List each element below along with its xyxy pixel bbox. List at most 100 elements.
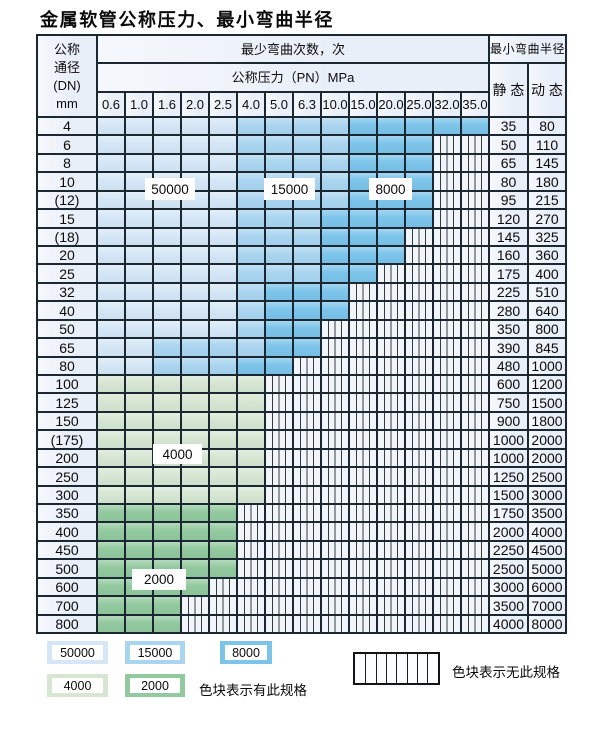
no-spec-cell	[462, 616, 488, 632]
spec-cell	[238, 450, 264, 466]
dynamic-value: 4000	[529, 523, 565, 540]
spec-cell	[126, 229, 152, 245]
dn-value: 125	[38, 394, 96, 411]
no-spec-cell	[406, 468, 432, 485]
dynamic-value: 1800	[529, 413, 565, 429]
static-value: 50	[490, 136, 527, 153]
spec-cell	[322, 173, 348, 190]
no-spec-cell	[266, 450, 292, 466]
dn-value: 4	[38, 118, 96, 134]
spec-cell	[182, 413, 208, 429]
spec-cell	[294, 321, 320, 337]
spec-cell	[350, 210, 376, 227]
no-spec-cell	[406, 523, 432, 540]
dynamic-value: 6000	[529, 579, 565, 595]
dn-value: 65	[38, 339, 96, 356]
spec-cell	[294, 210, 320, 227]
pressure-col-header: 25.0	[406, 93, 432, 116]
spec-cell	[98, 247, 124, 263]
no-spec-cell	[378, 302, 404, 319]
spec-cell	[322, 210, 348, 227]
no-spec-cell	[434, 505, 460, 521]
spec-cell	[294, 247, 320, 263]
pressure-col-header: 5.0	[266, 93, 292, 116]
no-spec-cell	[266, 560, 292, 577]
spec-cell	[406, 118, 432, 134]
spec-cell	[182, 376, 208, 392]
spec-cell	[182, 229, 208, 245]
static-value: 1000	[490, 450, 527, 466]
spec-cell	[98, 136, 124, 153]
pressure-col-header: 4.0	[238, 93, 264, 116]
no-spec-cell	[378, 284, 404, 300]
static-value: 1750	[490, 505, 527, 521]
dn-value: 6	[38, 136, 96, 153]
no-spec-cell	[378, 413, 404, 429]
spec-cell	[210, 542, 236, 558]
no-spec-cell	[266, 394, 292, 411]
spec-cell	[238, 229, 264, 245]
dn-value: 50	[38, 321, 96, 337]
spec-cell	[210, 394, 236, 411]
spec-cell	[154, 247, 180, 263]
spec-cell	[294, 118, 320, 134]
spec-cell	[350, 229, 376, 245]
no-spec-cell	[406, 358, 432, 374]
spec-cell	[378, 247, 404, 263]
dn-value: 800	[38, 616, 96, 632]
no-spec-cell	[294, 597, 320, 614]
spec-cell	[98, 597, 124, 614]
static-value: 480	[490, 358, 527, 374]
no-spec-cell	[434, 302, 460, 319]
spec-cell	[98, 358, 124, 374]
dn-column-header: 公称 通径 (DN) mm	[38, 36, 96, 116]
no-spec-cell	[378, 560, 404, 577]
spec-cell	[154, 505, 180, 521]
spec-cell	[210, 302, 236, 319]
no-spec-cell	[350, 431, 376, 448]
dn-value: (18)	[38, 229, 96, 245]
no-spec-cell	[434, 265, 460, 282]
spec-cell	[210, 376, 236, 392]
pressure-col-header: 1.6	[154, 93, 180, 116]
no-spec-cell	[238, 542, 264, 558]
spec-cell	[322, 136, 348, 153]
spec-cell	[126, 155, 152, 171]
static-value: 390	[490, 339, 527, 356]
no-spec-cell	[406, 450, 432, 466]
no-spec-cell	[406, 616, 432, 632]
dn-value: 10	[38, 173, 96, 190]
static-value: 175	[490, 265, 527, 282]
spec-cell	[126, 376, 152, 392]
no-spec-cell	[462, 597, 488, 614]
no-spec-cell	[434, 192, 460, 208]
dynamic-header: 动 态	[529, 64, 565, 116]
spec-cell	[154, 155, 180, 171]
dn-value: 80	[38, 358, 96, 374]
no-spec-cell	[294, 579, 320, 595]
spec-cell	[98, 487, 124, 503]
no-spec-cell	[266, 431, 292, 448]
no-spec-cell	[322, 579, 348, 595]
grid-label-50000: 50000	[145, 178, 195, 200]
static-value: 35	[490, 118, 527, 134]
no-spec-cell	[462, 450, 488, 466]
spec-cell	[322, 229, 348, 245]
dynamic-value: 2500	[529, 468, 565, 485]
no-spec-cell	[406, 321, 432, 337]
spec-cell	[98, 339, 124, 356]
spec-cell	[238, 339, 264, 356]
no-spec-cell	[350, 597, 376, 614]
no-spec-cell	[266, 487, 292, 503]
no-spec-cell	[462, 579, 488, 595]
no-spec-cell	[238, 560, 264, 577]
spec-cell	[154, 265, 180, 282]
cycles-header: 最少弯曲次数，次	[98, 36, 488, 62]
spec-cell	[322, 247, 348, 263]
spec-cell	[126, 431, 152, 448]
static-value: 900	[490, 413, 527, 429]
no-spec-cell	[266, 616, 292, 632]
no-spec-cell	[322, 376, 348, 392]
static-value: 350	[490, 321, 527, 337]
static-value: 3500	[490, 597, 527, 614]
